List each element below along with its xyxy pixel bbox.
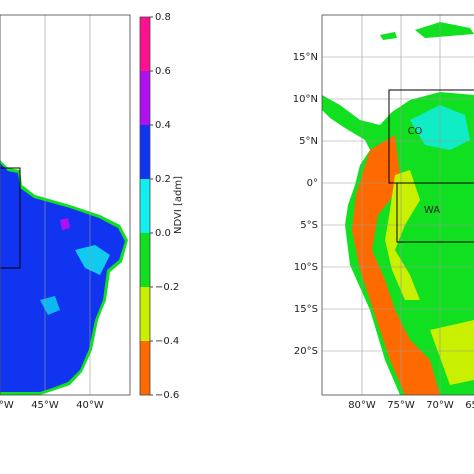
y-tick-label: 20°S (294, 346, 318, 357)
colorbar-tick-label: 0.6 (155, 66, 171, 77)
x-tick-label: 70°W (426, 400, 454, 411)
region-label: WA (424, 205, 440, 216)
y-tick-label: 5°S (300, 220, 318, 231)
y-tick-label: 15°S (294, 304, 318, 315)
x-tick-label: 80°W (348, 400, 376, 411)
colorbar-segment (140, 17, 150, 71)
y-tick-label: 15°N (293, 52, 318, 63)
colorbar-tick-label: −0.2 (155, 282, 179, 293)
x-tick-label: 50°W (0, 400, 14, 411)
colorbar-frame (139, 16, 151, 396)
region-label: CO (408, 126, 423, 137)
colorbar-tick-label: −0.4 (155, 336, 179, 347)
right-map: CO WA (322, 15, 474, 395)
y-tick-label: 5°N (299, 136, 318, 147)
colorbar-tick-label: 0.0 (155, 228, 171, 239)
colorbar-tick-label: 0.8 (155, 12, 171, 23)
y-tick-label: 10°N (293, 94, 318, 105)
colorbar-segment (140, 233, 150, 287)
x-tick-label: 75°W (387, 400, 415, 411)
x-tick-label: 40°W (76, 400, 104, 411)
colorbar-tick-label: −0.6 (155, 390, 179, 401)
y-tick-label: 10°S (294, 262, 318, 273)
colorbar-tick-label: 0.4 (155, 120, 171, 131)
colorbar: −0.6 −0.4 −0.2 0.0 0.2 0.4 0.6 0.8 (139, 12, 179, 401)
left-map (0, 15, 128, 395)
colorbar-segment (140, 287, 150, 341)
colorbar-segment (140, 341, 150, 395)
colorbar-segment (140, 71, 150, 125)
colorbar-segment (140, 179, 150, 233)
colorbar-segment (140, 125, 150, 179)
x-tick-label: 45°W (31, 400, 59, 411)
colorbar-label: NDVI [adm] (173, 176, 184, 234)
y-tick-label: 0° (307, 178, 318, 189)
colorbar-tick-label: 0.2 (155, 174, 171, 185)
x-tick-label: 65°W (465, 400, 474, 411)
